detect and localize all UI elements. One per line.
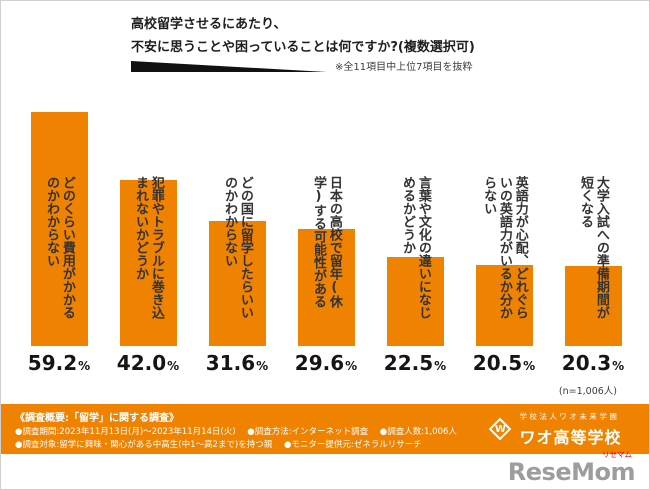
- bar-value: 29.6%: [286, 351, 366, 375]
- chart-title-line1: 高校留学させるにあたり、: [131, 17, 287, 32]
- percent-sign: %: [256, 359, 269, 373]
- survey-heading: 《調査概要:「留学」に関する調査》: [15, 413, 179, 424]
- percent-sign: %: [167, 359, 180, 373]
- bar-label: どのくらい費用がかかるのかわからない: [44, 176, 75, 319]
- bar-column: 犯罪やトラブルに巻き込まれないかどうか 42.0%: [117, 96, 179, 375]
- resemom-wordmark: ReseMom: [507, 458, 636, 486]
- survey-item-method: ●調査方法:インターネット調査: [247, 427, 369, 437]
- survey-row-1: ●調査期間:2023年11月13日(月)〜2023年11月14日(火) ●調査方…: [15, 426, 466, 439]
- bar: [475, 265, 533, 346]
- bar-label: 犯罪やトラブルに巻き込まれないかどうか: [133, 176, 164, 319]
- survey-item-count: ●調査人数:1,006人: [379, 427, 457, 437]
- bar: [564, 266, 622, 346]
- bar-value: 59.2%: [19, 351, 99, 375]
- bar-column: 英語力が心配、どれぐらいの英語力がいるか分からない 20.5%: [473, 96, 535, 375]
- resemom-logo: リセマム ReseMom: [507, 449, 636, 486]
- bar-value-number: 42.0: [116, 351, 167, 375]
- bar-column: 言葉や文化の違いになじめるかどうか 22.5%: [384, 96, 446, 375]
- school-name: ワオ高等学校: [519, 427, 622, 447]
- bar: [119, 180, 177, 346]
- bar: [30, 112, 88, 346]
- survey-item-period: ●調査期間:2023年11月13日(月)〜2023年11月14日(火): [15, 427, 236, 437]
- bar-label: 大学入試への準備期間が短くなる: [578, 176, 609, 319]
- bar-column: 大学入試への準備期間が短くなる 20.3%: [562, 96, 624, 375]
- bar-chart: どのくらい費用がかかるのかわからない 59.2% 犯罪やトラブルに巻き込まれない…: [28, 96, 624, 375]
- bar-value-number: 20.3: [561, 351, 612, 375]
- bar-label: 日本の高校で留年(休学)する可能性がある: [311, 176, 342, 308]
- sample-size-note: (n=1,006人): [558, 386, 617, 397]
- bar: [386, 257, 444, 346]
- bar: [297, 229, 355, 346]
- survey-item-target: ●調査対象:留学に興味・関心がある中高生(中1〜高2まで)を持つ親: [15, 440, 273, 451]
- school-text: 学校法人ワオ未来学園 ワオ高等学校: [519, 411, 621, 448]
- percent-sign: %: [612, 359, 625, 373]
- bar-column: どの国に留学したらいいのかわからない 31.6%: [206, 96, 268, 375]
- school-organization: 学校法人ワオ未来学園: [519, 411, 620, 421]
- bar-value-number: 20.5: [472, 351, 523, 375]
- chart-title-line2: 不安に思うことや困っていることは何ですか?(複数選択可): [131, 40, 475, 56]
- bar-value: 31.6%: [197, 351, 277, 375]
- percent-sign: %: [78, 359, 91, 373]
- top-items-note: ※全11項目中上位7項目を抜粋: [335, 62, 473, 73]
- wao-logo-icon: W: [489, 417, 512, 441]
- bar-value-number: 22.5: [383, 351, 434, 375]
- survey-item-monitor: ●モニター提供元:ゼネラルリサーチ: [283, 440, 422, 451]
- bar-column: どのくらい費用がかかるのかわからない 59.2%: [28, 96, 90, 375]
- bar-value: 20.3%: [553, 351, 633, 375]
- bar-label: 言葉や文化の違いになじめるかどうか: [400, 176, 431, 319]
- percent-sign: %: [345, 359, 358, 373]
- bar-label: 英語力が心配、どれぐらいの英語力がいるか分からない: [481, 176, 528, 319]
- bar: [208, 221, 266, 346]
- survey-overview: 《調査概要:「留学」に関する調査》 ●調査期間:2023年11月13日(月)〜2…: [1, 404, 470, 454]
- percent-sign: %: [434, 359, 447, 373]
- bar-value-number: 29.6: [294, 351, 345, 375]
- wao-logo-letter: W: [494, 423, 506, 435]
- bar-column: 日本の高校で留年(休学)する可能性がある 29.6%: [295, 96, 357, 375]
- survey-row-2: ●調査対象:留学に興味・関心がある中高生(中1〜高2まで)を持つ親 ●モニター提…: [15, 439, 466, 452]
- resemom-kana-label: リセマム: [602, 450, 632, 459]
- bar-value: 20.5%: [464, 351, 544, 375]
- title-underline-ribbon: [131, 61, 327, 72]
- bar-value-number: 31.6: [205, 351, 256, 375]
- bar-value: 22.5%: [375, 351, 455, 375]
- school-branding: W 学校法人ワオ未来学園 ワオ高等学校: [470, 404, 649, 454]
- bar-label: どの国に留学したらいいのかわからない: [222, 176, 253, 319]
- bar-value-number: 59.2: [27, 351, 78, 375]
- bar-value: 42.0%: [108, 351, 188, 375]
- footer-bar: 《調査概要:「留学」に関する調査》 ●調査期間:2023年11月13日(月)〜2…: [1, 404, 649, 454]
- percent-sign: %: [523, 359, 536, 373]
- chart-title: 高校留学させるにあたり、 不安に思うことや困っていることは何ですか?(複数選択可…: [131, 13, 475, 60]
